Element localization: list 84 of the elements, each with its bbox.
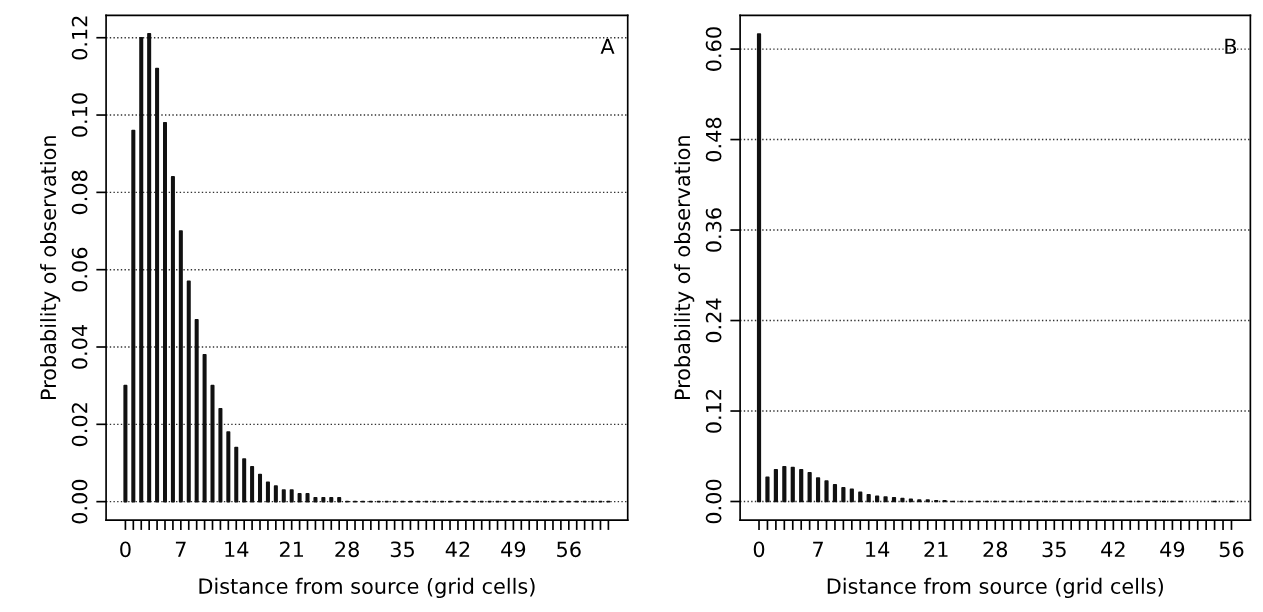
x-tick-label: 35	[390, 541, 414, 558]
bar	[305, 493, 310, 503]
bar	[281, 489, 286, 503]
x-tick-label: 7	[813, 541, 823, 557]
y-tick-label: 0.02	[71, 403, 88, 447]
bar	[875, 495, 880, 503]
x-tick-label: 56	[557, 541, 581, 558]
bar	[329, 496, 334, 503]
x-tick-label: 42	[445, 541, 470, 557]
x-tick-label: 56	[1219, 541, 1244, 558]
x-tick-label: 49	[501, 541, 526, 558]
y-tick-label: 0.24	[705, 298, 722, 343]
bar	[273, 485, 278, 503]
bar	[186, 280, 191, 503]
x-tick-label: 28	[983, 541, 1008, 558]
x-tick-label: 14	[866, 541, 890, 557]
y-tick-label: 0.12	[705, 389, 722, 433]
bar	[866, 493, 871, 503]
y-axis-title: Probability of observation	[674, 136, 695, 400]
bar	[782, 465, 787, 503]
bar	[900, 497, 905, 503]
bar	[815, 477, 821, 503]
y-tick-label: 0.36	[705, 208, 722, 252]
bar	[250, 466, 255, 503]
bar	[147, 33, 152, 503]
y-tick-label: 0.12	[71, 16, 88, 60]
y-tick-label: 0.10	[71, 93, 88, 137]
x-tick-label: 21	[279, 541, 304, 557]
y-tick-label: 0.00	[71, 479, 88, 524]
bar	[162, 121, 168, 503]
y-tick-label: 0.60	[705, 27, 722, 71]
bar	[337, 496, 342, 503]
y-tick-label: 0.06	[71, 247, 88, 292]
bar	[289, 489, 294, 503]
bar	[841, 487, 846, 503]
bar	[178, 230, 183, 503]
bar	[832, 484, 838, 503]
annotation: B	[1225, 38, 1237, 54]
x-tick-label: 7	[175, 541, 186, 557]
y-tick-label: 0.08	[71, 170, 88, 215]
x-tick-label: 0	[753, 541, 765, 558]
x-tick-label: 0	[120, 541, 131, 558]
bar	[202, 353, 207, 503]
x-axis-title: Distance from source (grid cells)	[827, 577, 1163, 599]
bar	[790, 466, 795, 503]
x-tick-label: 28	[335, 541, 359, 558]
bar	[807, 472, 812, 503]
bar	[765, 476, 770, 503]
bar	[321, 496, 326, 503]
bar	[257, 473, 263, 503]
bar	[891, 496, 897, 503]
x-tick-label: 35	[1042, 541, 1066, 558]
bar	[849, 488, 854, 503]
y-tick-label: 0.00	[705, 479, 722, 524]
bar	[883, 496, 888, 503]
bar	[297, 493, 302, 503]
x-tick-label: 49	[1160, 541, 1185, 558]
bar	[226, 431, 231, 503]
bar	[234, 446, 239, 503]
bar	[265, 481, 270, 503]
bar	[194, 319, 199, 503]
x-axis-title: Distance from source (grid cells)	[199, 577, 535, 599]
y-tick-label: 0.04	[71, 324, 88, 369]
bar	[210, 384, 215, 503]
bar	[242, 458, 247, 503]
bar	[131, 129, 136, 503]
bar	[313, 496, 318, 503]
x-tick-label: 14	[225, 541, 249, 557]
bar	[824, 480, 829, 503]
bar	[218, 408, 223, 503]
y-tick-label: 0.48	[705, 117, 722, 162]
bar	[773, 468, 778, 503]
bar	[155, 67, 160, 503]
annotation: A	[600, 38, 615, 54]
bar	[858, 491, 863, 503]
x-tick-label: 42	[1101, 541, 1125, 557]
bar	[799, 468, 804, 503]
bar	[756, 33, 762, 503]
bar	[139, 36, 144, 503]
x-tick-label: 21	[924, 541, 948, 557]
y-axis-title: Probability of observation	[40, 136, 61, 400]
bar	[170, 176, 175, 503]
bar	[123, 384, 128, 503]
bar	[908, 498, 913, 503]
